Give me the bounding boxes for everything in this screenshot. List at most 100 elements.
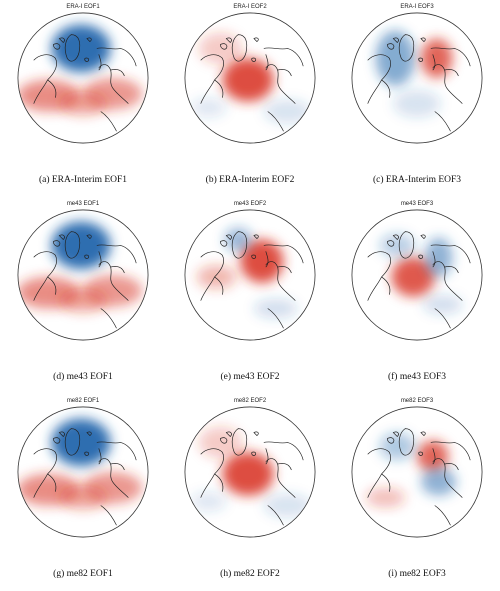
coastline <box>444 266 459 274</box>
panel-e: me43 EOF2 (e) me43 EOF2 <box>167 197 333 394</box>
panel-caption: (i) me82 EOF3 <box>388 569 446 579</box>
coastline <box>267 505 284 526</box>
negative-anomaly <box>422 294 463 315</box>
coastline <box>398 428 415 456</box>
coastline <box>110 69 125 77</box>
coastline <box>444 69 459 77</box>
globe-outline <box>351 12 483 144</box>
coastline <box>387 240 395 247</box>
anomaly-field <box>351 209 483 341</box>
globe-outline <box>17 406 149 538</box>
coastline <box>220 437 228 444</box>
coastline <box>98 64 129 104</box>
coastline <box>200 251 225 301</box>
coastline <box>58 37 65 44</box>
coastline <box>86 234 92 239</box>
negative-anomaly <box>375 30 416 86</box>
coastline <box>110 463 125 471</box>
coastline <box>214 79 224 98</box>
coastline <box>231 34 248 62</box>
positive-anomaly <box>222 58 274 102</box>
panel-a: ERA-I EOF1 (a) ERA-Interim EOF1 <box>0 0 166 197</box>
coastline <box>277 69 292 77</box>
globe-outline <box>184 209 316 341</box>
map-title: me43 EOF2 <box>233 201 267 207</box>
panel-f: me43 EOF3 (f) me43 EOF3 <box>334 197 500 394</box>
negative-anomaly <box>379 233 416 258</box>
negative-anomaly <box>51 221 111 270</box>
globe-map <box>351 209 483 341</box>
coastline <box>263 441 304 461</box>
coastline <box>265 448 269 465</box>
coastline <box>367 54 392 104</box>
coastline <box>98 448 102 465</box>
coastline <box>53 43 61 50</box>
coastline <box>33 54 58 104</box>
coastline <box>267 308 284 329</box>
coastline <box>47 473 57 492</box>
coastline <box>434 308 451 329</box>
anomaly-field <box>17 12 149 144</box>
coastline <box>381 79 391 98</box>
coastline <box>96 244 137 264</box>
coastline <box>64 34 81 62</box>
coastline <box>434 111 451 132</box>
anomaly-field <box>184 406 316 538</box>
coastline <box>251 451 257 456</box>
map-title: me82 EOF3 <box>400 398 434 404</box>
negative-anomaly <box>51 418 111 467</box>
anomaly-field <box>184 209 316 341</box>
coastline <box>253 234 259 239</box>
coastline <box>367 251 392 301</box>
coastline <box>100 505 117 526</box>
negative-anomaly <box>190 491 227 512</box>
coastline <box>418 451 424 456</box>
positive-anomaly <box>222 452 274 496</box>
coastlines <box>367 34 471 132</box>
coastline <box>398 231 415 259</box>
map-title: ERA-I EOF3 <box>400 4 434 10</box>
coastline <box>420 37 426 42</box>
panel-caption: (c) ERA-Interim EOF3 <box>372 175 462 185</box>
positive-anomaly <box>420 38 453 78</box>
coastline <box>432 448 436 465</box>
coastline <box>84 451 90 456</box>
coastline <box>47 276 57 295</box>
negative-anomaly <box>420 468 457 496</box>
anomaly-field <box>184 12 316 144</box>
map-title: me43 EOF3 <box>400 201 434 207</box>
coastline <box>225 431 232 438</box>
coastline <box>277 266 292 274</box>
map-title: me43 EOF1 <box>66 201 100 207</box>
coastline <box>98 261 129 301</box>
coastline <box>381 473 391 492</box>
coastline <box>265 261 296 301</box>
coastlines <box>200 34 304 132</box>
coastline <box>47 79 57 98</box>
coastline <box>392 431 399 438</box>
anomaly-field <box>17 209 149 341</box>
coastline <box>420 234 426 239</box>
coastline <box>58 431 65 438</box>
panel-caption: (a) ERA-Interim EOF1 <box>38 175 128 185</box>
coastline <box>432 54 436 71</box>
panel-g: me82 EOF1 (g) me82 EOF1 <box>0 394 166 591</box>
coastline <box>434 505 451 526</box>
panel-caption: (f) me43 EOF3 <box>387 372 447 382</box>
coastlines <box>200 428 304 526</box>
panel-h: me82 EOF2 (h) me82 EOF2 <box>167 394 333 591</box>
coastline <box>214 276 224 295</box>
coastline <box>265 54 269 71</box>
coastline <box>64 231 81 259</box>
negative-anomaly <box>263 493 312 518</box>
map-title: ERA-I EOF2 <box>233 4 267 10</box>
coastline <box>58 234 65 241</box>
panel-b: ERA-I EOF2 (b) ERA-Interim EOF2 <box>167 0 333 197</box>
coastline <box>253 37 259 42</box>
negative-anomaly <box>263 99 312 124</box>
coastline <box>96 47 137 67</box>
globe-map <box>17 406 149 538</box>
globe-outline <box>17 209 149 341</box>
negative-anomaly <box>51 24 111 73</box>
